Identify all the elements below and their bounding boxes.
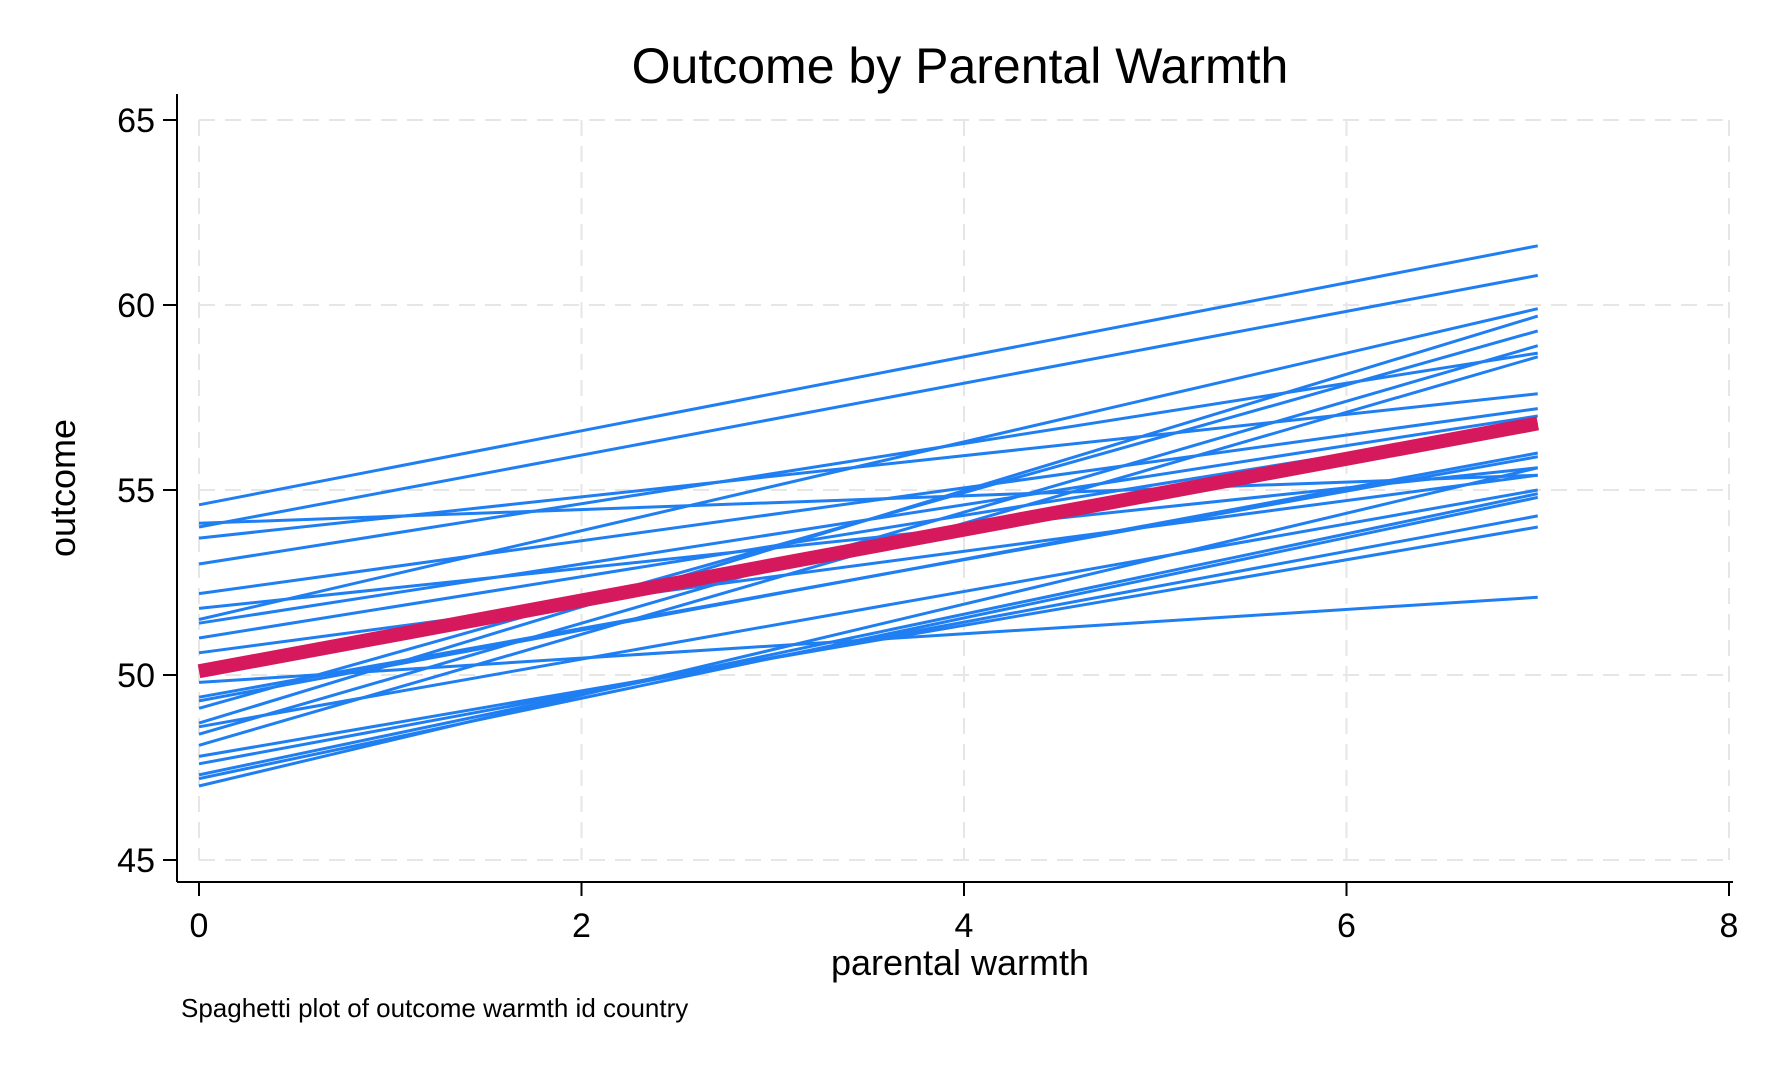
individual-line xyxy=(198,392,1538,540)
individual-line xyxy=(198,595,1538,684)
y-tick-label: 65 xyxy=(117,102,155,140)
y-axis-label: outcome xyxy=(42,419,83,557)
average-line-layer xyxy=(197,416,1540,679)
individual-line xyxy=(198,492,1539,777)
y-tick-label: 55 xyxy=(117,472,155,510)
x-tick-label: 4 xyxy=(955,907,974,945)
chart-title: Outcome by Parental Warmth xyxy=(632,38,1289,94)
individual-line xyxy=(198,466,1538,610)
x-tick-label: 0 xyxy=(190,907,209,945)
axes xyxy=(163,94,1733,896)
chart-note: Spaghetti plot of outcome warmth id coun… xyxy=(181,993,688,1023)
x-tick-label: 8 xyxy=(1720,907,1739,945)
individual-line xyxy=(198,307,1539,621)
x-tick-label: 6 xyxy=(1337,907,1356,945)
tick-labels: 45 50 55 60 65 0 2 4 6 8 xyxy=(117,102,1738,945)
y-tick-label: 60 xyxy=(117,287,155,325)
individual-line xyxy=(198,351,1538,566)
individual-lines xyxy=(198,244,1539,788)
individual-line xyxy=(198,451,1539,703)
individual-line xyxy=(198,525,1539,758)
x-axis-label: parental warmth xyxy=(831,942,1089,983)
y-tick-label: 50 xyxy=(117,657,155,695)
individual-line xyxy=(198,466,1539,788)
x-tick-label: 2 xyxy=(572,907,591,945)
individual-line xyxy=(198,488,1539,729)
average-line xyxy=(197,416,1540,679)
individual-line xyxy=(198,273,1539,529)
y-tick-label: 45 xyxy=(117,842,155,880)
individual-line xyxy=(198,244,1539,507)
individual-line xyxy=(198,314,1539,725)
individual-line xyxy=(198,407,1538,596)
